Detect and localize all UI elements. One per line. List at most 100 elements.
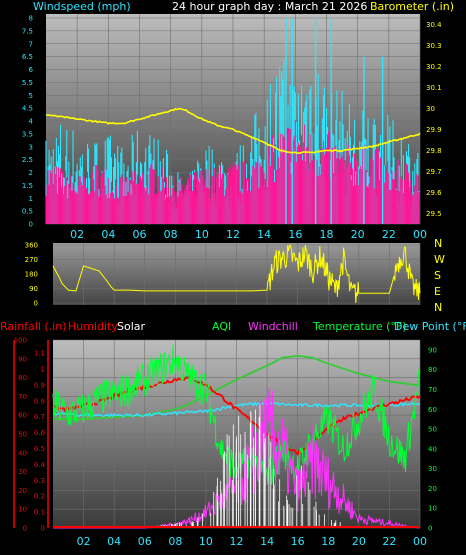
temp-x-tick-label: 10 <box>199 535 213 548</box>
baro-y-tick-label: 30.3 <box>426 42 442 50</box>
wind-x-tick-label: 02 <box>70 228 84 241</box>
humidity-y-tick-label: 50 <box>18 431 27 439</box>
wind-y-tick-label: 0 <box>29 221 33 229</box>
baro-y-tick-label: 30.1 <box>426 84 442 92</box>
legend-dewpoint: Dew Point (°F) <box>394 320 466 333</box>
direction-series <box>52 243 421 304</box>
wind-y-tick-label: 3.5 <box>22 130 33 138</box>
barometer-label: Barometer (.in) <box>370 0 454 13</box>
temp-y-tick-label: 30 <box>428 465 437 473</box>
temperature-line <box>53 354 421 421</box>
wind-y-tick-label: 1.5 <box>22 182 33 190</box>
wind-y-tick-label: 7 <box>29 40 33 48</box>
wind-x-tick-label: 06 <box>133 228 147 241</box>
temp-x-tick-label: 12 <box>230 535 244 548</box>
temp-x-tick-label: 04 <box>107 535 121 548</box>
wind-y-tick-label: 0.5 <box>22 208 33 216</box>
legend-humidity: Humidity <box>68 320 118 333</box>
direction-y-tick-label: 270 <box>25 256 38 264</box>
temp-y-tick-label: 90 <box>428 346 437 354</box>
humidity-y-tick-label: 30 <box>18 468 27 476</box>
rainfall-y-tick-label: 0.8 <box>34 397 45 405</box>
baro-y-tick-label: 30.4 <box>426 21 442 29</box>
humidity-y-tick-label: 40 <box>18 449 27 457</box>
humidity-y-tick-label: 20 <box>18 487 27 495</box>
wind-x-tick-label: 04 <box>101 228 115 241</box>
rainfall-y-tick-label: 1 <box>41 366 45 374</box>
direction-y-tick-label: 180 <box>25 271 38 279</box>
temp-x-tick-label: 20 <box>352 535 366 548</box>
baro-y-tick-label: 29.6 <box>426 189 442 197</box>
compass-label: E <box>434 285 441 298</box>
temp-x-tick-label: 18 <box>321 535 335 548</box>
compass-label: N <box>434 301 442 314</box>
rainfall-y-tick-label: 0.2 <box>34 493 45 501</box>
wind-x-tick-label: 12 <box>226 228 240 241</box>
wind-x-tick-label: 20 <box>351 228 365 241</box>
rainfall-y-tick-label: 0.9 <box>34 381 45 389</box>
baro-y-tick-label: 29.8 <box>426 147 442 155</box>
wind-y-tick-label: 6.5 <box>22 53 33 61</box>
rainfall-y-tick-label: 0 <box>41 525 45 533</box>
temp-y-tick-label: 80 <box>428 366 437 374</box>
rainfall-y-tick-label: 0.1 <box>34 509 45 517</box>
wind-x-tick-label: 14 <box>257 228 271 241</box>
temp-y-tick-label: 70 <box>428 386 437 394</box>
humidity-y-tick-label: 0 <box>23 525 27 533</box>
wind-y-tick-label: 2 <box>29 169 33 177</box>
rainfall-y-tick-label: 0.4 <box>34 461 46 469</box>
temp-y-tick-label: 10 <box>428 505 437 513</box>
temp-x-tick-label: 06 <box>138 535 152 548</box>
rainfall-y-tick-label: 1.1 <box>34 350 45 358</box>
temp-x-tick-label: 00 <box>413 535 427 548</box>
baro-y-tick-label: 30 <box>426 105 435 113</box>
legend-rainfall: Rainfall (.in) <box>0 320 67 333</box>
wind-series <box>45 18 421 224</box>
wind-x-tick-label: 16 <box>288 228 302 241</box>
rainfall-y-tick-label: 0.6 <box>34 429 46 437</box>
wind-y-tick-label: 2.5 <box>22 156 33 164</box>
wind-y-tick-label: 3 <box>29 143 33 151</box>
direction-grid <box>53 243 421 305</box>
legend-windchill: Windchill <box>248 320 298 333</box>
compass-label: W <box>434 253 445 266</box>
temp-y-tick-label: 20 <box>428 485 437 493</box>
rainfall-y-tick-label: 0.3 <box>34 477 45 485</box>
baro-y-tick-label: 29.7 <box>426 168 442 176</box>
dew-point-line <box>52 401 421 418</box>
humidity-line <box>52 375 421 457</box>
wind-x-tick-label: 08 <box>164 228 178 241</box>
wind-x-tick-label: 00 <box>413 228 427 241</box>
legend-temperature: Temperature (°F) <box>312 320 407 333</box>
wind-y-tick-label: 4.5 <box>22 105 33 113</box>
direction-y-tick-label: 90 <box>29 285 38 293</box>
wind-y-tick-label: 5 <box>29 92 33 100</box>
wind-y-tick-label: 5.5 <box>22 79 33 87</box>
temp-y-tick-label: 50 <box>428 426 437 434</box>
wind-y-tick-label: 7.5 <box>22 27 33 35</box>
wind-x-tick-label: 18 <box>320 228 334 241</box>
wind-y-tick-label: 8 <box>29 15 33 23</box>
graph-title: 24 hour graph day : March 21 2026 <box>172 0 367 13</box>
temp-y-tick-label: 40 <box>428 445 437 453</box>
compass-label: N <box>434 237 442 250</box>
temp-x-tick-label: 02 <box>77 535 91 548</box>
rainfall-y-tick-label: 0.7 <box>34 413 45 421</box>
temp-x-tick-label: 14 <box>260 535 274 548</box>
temp-y-tick-label: 0 <box>428 525 432 533</box>
baro-y-tick-label: 30.2 <box>426 63 442 71</box>
wind-x-tick-label: 22 <box>382 228 396 241</box>
wind-x-tick-label: 10 <box>195 228 209 241</box>
wind-axes: 0 0.5 1 1.5 2 2.5 3 3.5 4 4.5 5 5.5 6 6.5 7 7.5 8 29.5 29.… <box>22 15 442 242</box>
legend-aqi: AQI <box>212 320 231 333</box>
wind-y-tick-label: 1 <box>29 195 33 203</box>
humidity-y-tick-label: 60 <box>18 412 27 420</box>
humidity-y-tick-label: 90 <box>18 355 27 363</box>
humidity-y-tick-label: 10 <box>18 506 27 514</box>
wind-y-tick-label: 4 <box>29 118 34 126</box>
temp-y-tick-label: 60 <box>428 406 437 414</box>
humidity-y-tick-label: 100 <box>14 337 27 345</box>
